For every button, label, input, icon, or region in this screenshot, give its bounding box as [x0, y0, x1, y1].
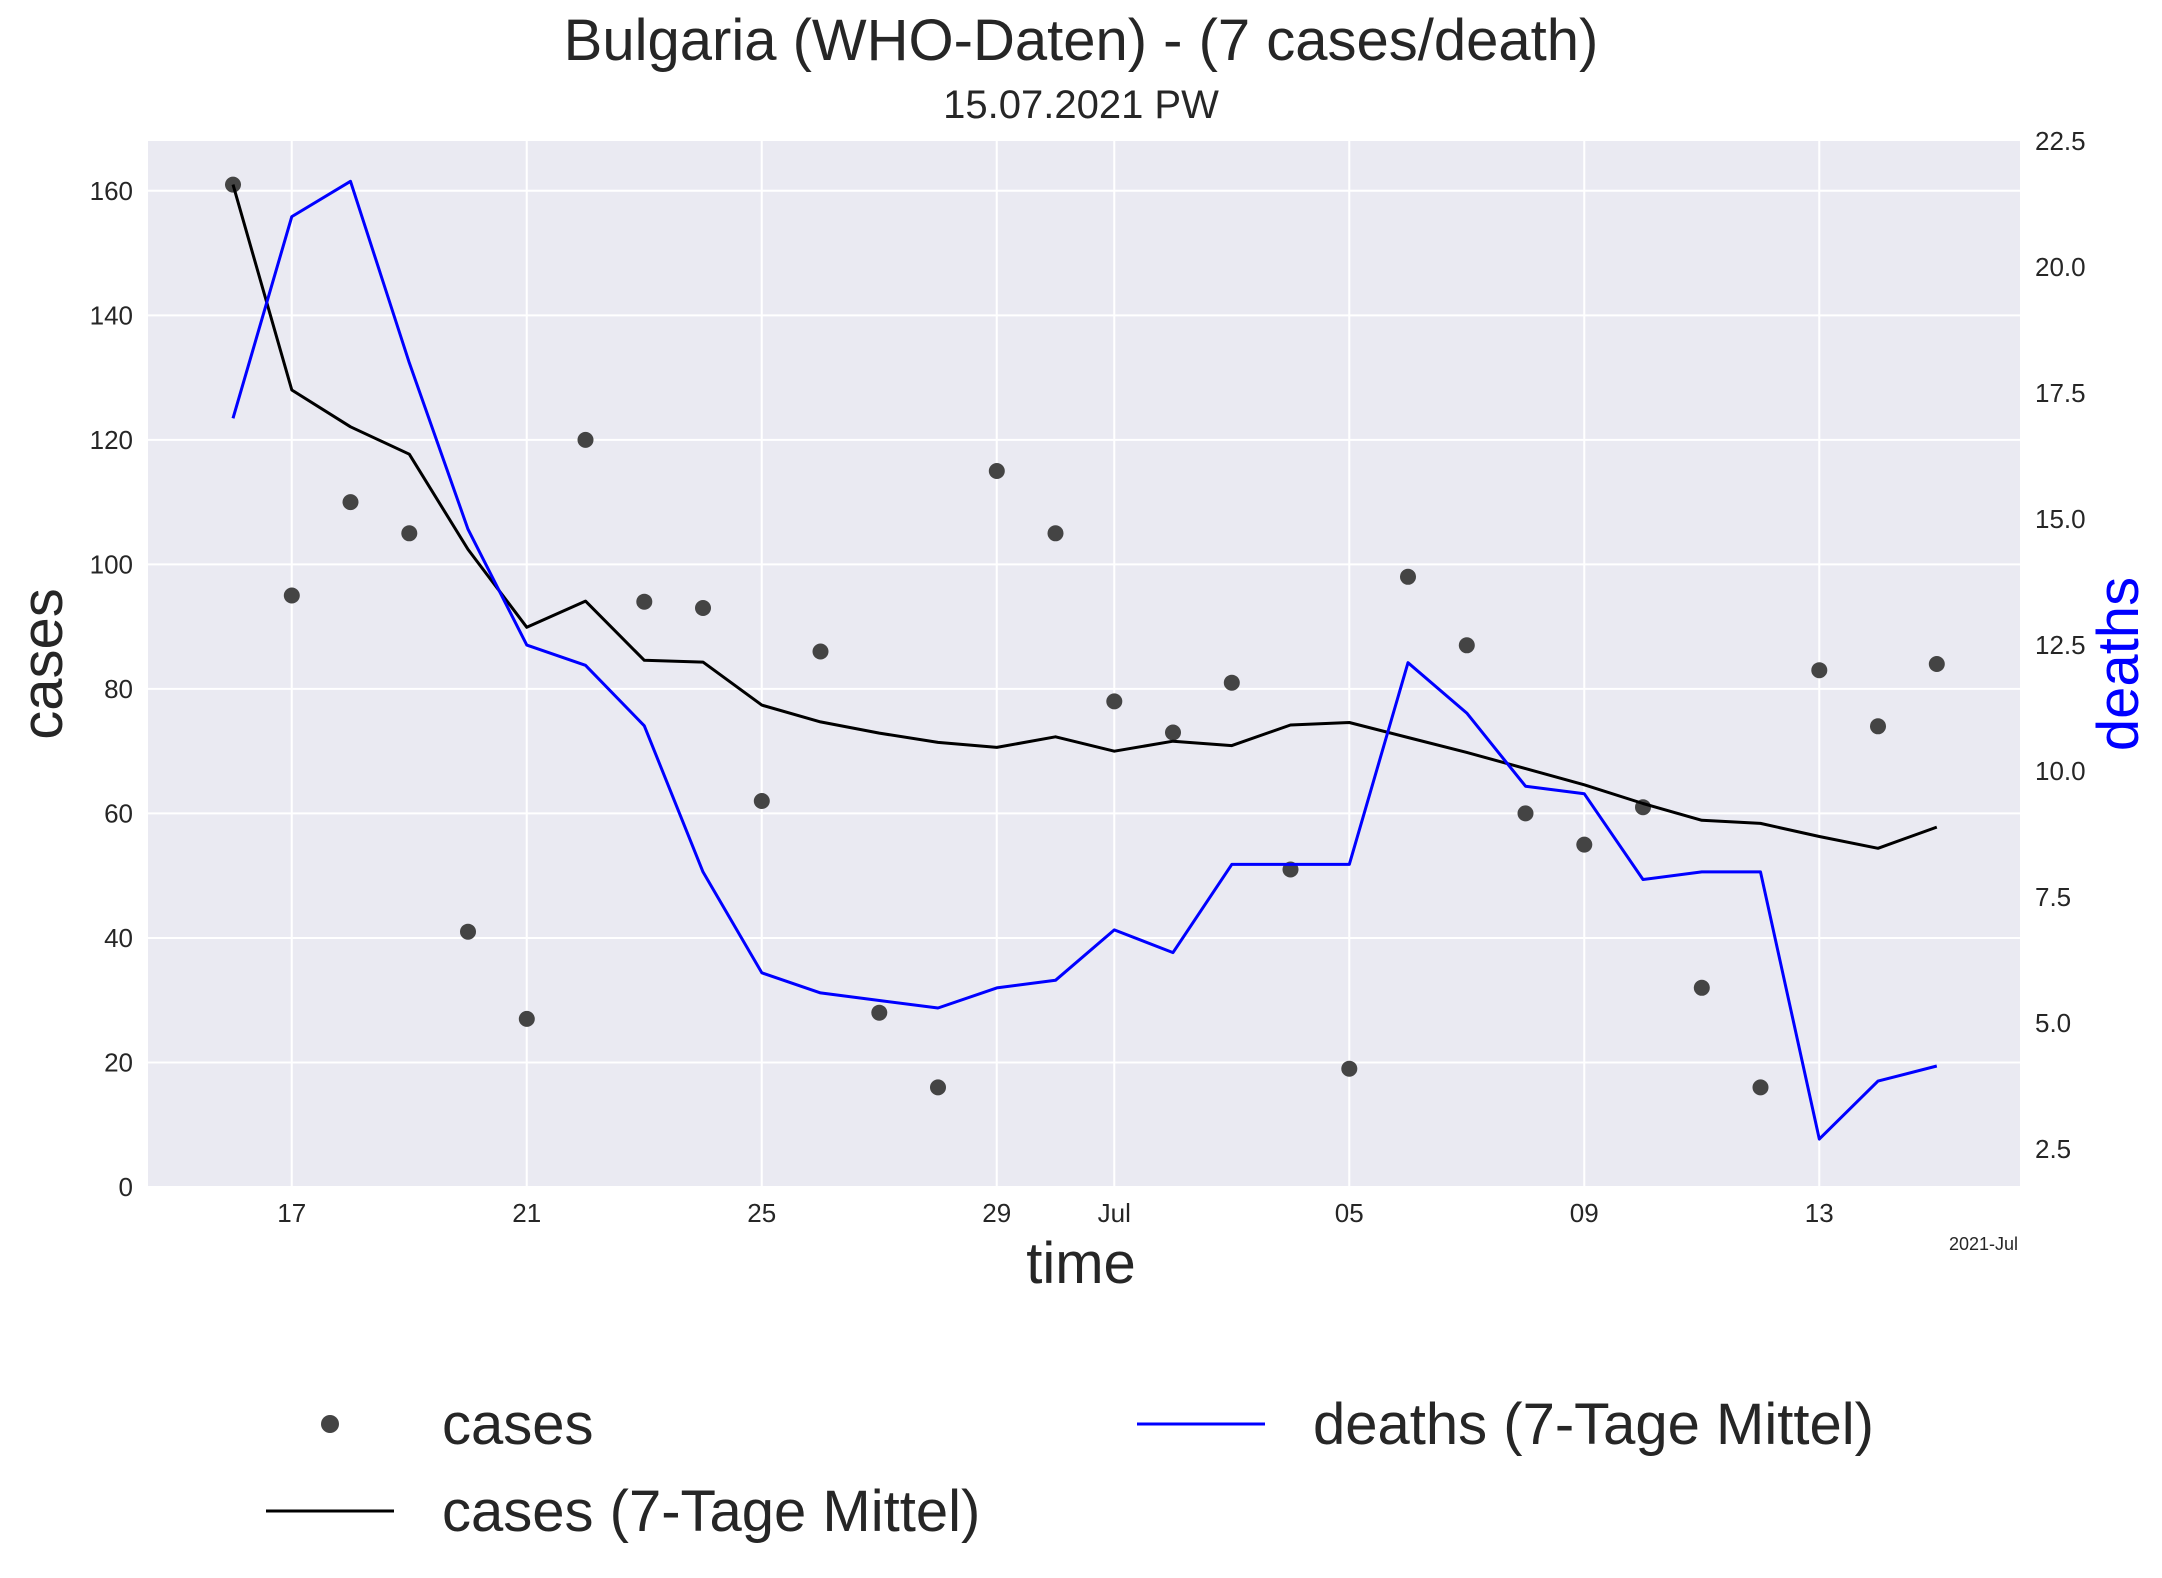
data-point-cases — [753, 793, 770, 809]
y2-tick-label: 10.0 — [2035, 756, 2086, 786]
y2-tick-label: 2.5 — [2035, 1134, 2071, 1164]
data-point-cases — [1223, 674, 1240, 691]
right-axis-tick-labels: 2.5 5.0 7.5 10.0 12.5 15.0 17.5 20.0 22.5 — [2035, 126, 2086, 1164]
x-tick-label: 17 — [277, 1198, 306, 1228]
left-axis-tick-labels: 0 20 40 60 80 100 120 140 160 — [90, 176, 133, 1202]
data-point-cases — [1106, 693, 1123, 710]
y-axis-label: cases — [10, 588, 75, 740]
data-point-cases — [460, 923, 476, 940]
x-tick-label: 09 — [1570, 1198, 1599, 1228]
y2-tick-label: 7.5 — [2035, 882, 2071, 912]
data-point-cases — [988, 463, 1005, 479]
x-tick-label: 25 — [747, 1198, 776, 1228]
x-tick-label: Jul — [1098, 1198, 1131, 1228]
data-point-cases — [1811, 662, 1828, 679]
y-tick-label: 120 — [90, 425, 133, 455]
y-tick-label: 40 — [104, 923, 133, 953]
x-axis-tick-labels: 17 21 25 29 Jul 05 09 13 — [277, 1198, 1833, 1228]
data-point-cases — [1752, 1079, 1769, 1096]
x-tick-label: 21 — [512, 1198, 541, 1228]
legend: cases cases (7-Tage Mittel) deaths (7-Ta… — [266, 1392, 1874, 1544]
data-point-cases — [1517, 805, 1534, 822]
y2-tick-label: 15.0 — [2035, 504, 2086, 534]
data-point-cases — [1576, 836, 1593, 853]
data-point-cases — [1047, 525, 1064, 542]
legend-marker-cases — [321, 1415, 339, 1433]
x-tick-label: 13 — [1805, 1198, 1834, 1228]
data-point-cases — [1693, 979, 1710, 996]
y2-tick-label: 5.0 — [2035, 1008, 2071, 1038]
y2-tick-label: 20.0 — [2035, 252, 2086, 282]
data-point-cases — [1458, 637, 1475, 654]
data-point-cases — [577, 431, 594, 448]
x-tick-label: 05 — [1335, 1198, 1364, 1228]
data-point-cases — [342, 494, 359, 511]
data-point-cases — [1400, 568, 1416, 585]
data-point-cases — [636, 593, 653, 610]
y-tick-label: 140 — [90, 300, 133, 330]
y2-tick-label: 17.5 — [2035, 378, 2086, 408]
legend-label-cases: cases — [442, 1392, 594, 1457]
y-gridlines — [148, 189, 2020, 1188]
data-point-cases — [871, 1004, 888, 1021]
y2-tick-label: 12.5 — [2035, 630, 2086, 660]
y2-axis-label: deaths — [2086, 577, 2151, 751]
data-point-cases — [283, 587, 300, 604]
y-tick-label: 0 — [119, 1172, 133, 1202]
chart-title: Bulgaria (WHO-Daten) - (7 cases/death) — [564, 8, 1599, 73]
data-point-cases — [1928, 656, 1945, 672]
series-line-cases-7-tage-mittel — [231, 184, 1938, 850]
data-point-cases — [1870, 718, 1886, 735]
y2-tick-label: 22.5 — [2035, 126, 2086, 156]
data-point-cases — [518, 1010, 535, 1027]
data-point-cases — [812, 643, 829, 660]
data-point-cases — [930, 1079, 946, 1096]
y-tick-label: 80 — [104, 674, 133, 704]
legend-label-cases-avg: cases (7-Tage Mittel) — [442, 1479, 980, 1544]
y-tick-label: 160 — [90, 176, 133, 206]
data-point-cases — [1165, 724, 1181, 741]
series-line-deaths-7-tage-mittel — [231, 179, 1938, 1141]
chart-subtitle: 15.07.2021 PW — [943, 83, 1219, 127]
data-point-cases — [401, 525, 418, 542]
x-tick-label: 29 — [982, 1198, 1011, 1228]
data-point-cases — [695, 600, 711, 616]
x-axis-offset-label: 2021-Jul — [1949, 1234, 2018, 1254]
y-tick-label: 20 — [104, 1047, 133, 1077]
y-tick-label: 60 — [104, 798, 133, 828]
x-axis-label: time — [1026, 1231, 1136, 1296]
series-layer — [225, 176, 1945, 1141]
y-tick-label: 100 — [90, 549, 133, 579]
plot-area — [148, 141, 2020, 1187]
data-point-cases — [1341, 1060, 1358, 1077]
legend-label-deaths-avg: deaths (7-Tage Mittel) — [1313, 1392, 1874, 1457]
